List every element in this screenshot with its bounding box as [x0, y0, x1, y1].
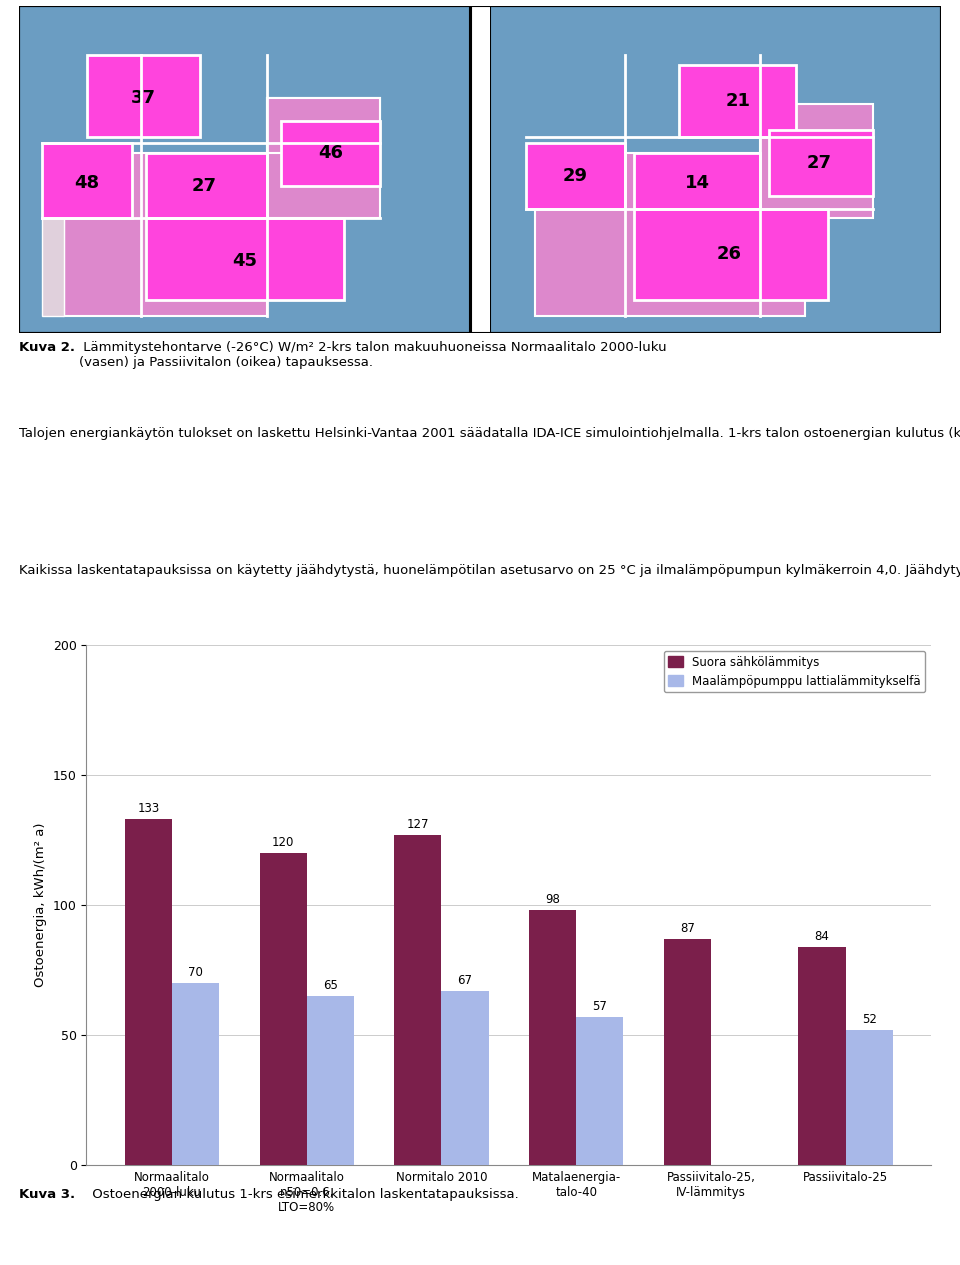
- Polygon shape: [42, 153, 64, 316]
- Text: Kaikissa laskentatapauksissa on käytetty jäähdytystä, huonelämpötilan asetusarvo: Kaikissa laskentatapauksissa on käytetty…: [19, 564, 960, 577]
- Bar: [576, 1017, 623, 1165]
- Text: 67: 67: [458, 974, 472, 987]
- Polygon shape: [535, 104, 874, 316]
- Bar: [395, 835, 442, 1165]
- Text: 84: 84: [815, 930, 829, 942]
- Bar: [306, 996, 354, 1165]
- Bar: [172, 983, 219, 1165]
- Polygon shape: [267, 97, 380, 153]
- Text: 37: 37: [131, 89, 156, 106]
- Text: 120: 120: [272, 836, 295, 849]
- Text: 52: 52: [862, 1013, 876, 1026]
- Text: 29: 29: [563, 167, 588, 185]
- Polygon shape: [64, 97, 380, 316]
- Bar: [125, 820, 172, 1165]
- Text: 87: 87: [680, 922, 695, 935]
- Text: 27: 27: [192, 177, 217, 195]
- Polygon shape: [769, 130, 874, 196]
- Polygon shape: [679, 65, 797, 137]
- Text: Ostoenergian kulutus 1-krs esimerkkitalon laskentatapauksissa.: Ostoenergian kulutus 1-krs esimerkkitalo…: [88, 1188, 519, 1200]
- Text: Lämmitystehontarve (-26°C) W/m² 2-krs talon makuuhuoneissa Normaalitalo 2000-luk: Lämmitystehontarve (-26°C) W/m² 2-krs ta…: [79, 342, 667, 369]
- Polygon shape: [42, 143, 132, 219]
- Bar: [529, 911, 576, 1165]
- Text: 133: 133: [137, 802, 159, 816]
- Text: 21: 21: [725, 92, 751, 110]
- Polygon shape: [146, 219, 344, 300]
- Bar: [442, 990, 489, 1165]
- Bar: [799, 946, 846, 1165]
- Polygon shape: [634, 209, 828, 300]
- Polygon shape: [86, 56, 200, 137]
- Text: 26: 26: [716, 245, 741, 263]
- Text: 57: 57: [592, 999, 607, 1013]
- Text: Kuva 3.: Kuva 3.: [19, 1188, 75, 1200]
- Polygon shape: [281, 120, 380, 186]
- Text: Kuva 2.: Kuva 2.: [19, 342, 75, 354]
- Bar: [846, 1030, 893, 1165]
- Polygon shape: [526, 143, 625, 209]
- Text: 65: 65: [323, 979, 338, 992]
- Text: 127: 127: [407, 818, 429, 831]
- Text: 46: 46: [318, 144, 343, 162]
- Y-axis label: Ostoenergia, kWh/(m² a): Ostoenergia, kWh/(m² a): [35, 822, 47, 987]
- Text: 14: 14: [684, 173, 709, 191]
- Bar: [259, 853, 306, 1165]
- Text: 48: 48: [74, 173, 100, 191]
- Text: 70: 70: [188, 966, 203, 979]
- Text: 45: 45: [232, 252, 257, 269]
- Legend: Suora sähkölämmitys, Maalämpöpumppu lattialämmitykselfä: Suora sähkölämmitys, Maalämpöpumppu latt…: [663, 651, 925, 692]
- Text: 98: 98: [545, 893, 560, 906]
- Text: 27: 27: [806, 154, 831, 172]
- Bar: [663, 939, 711, 1165]
- Polygon shape: [634, 153, 760, 209]
- Polygon shape: [146, 153, 267, 219]
- Text: Talojen energiankäytön tulokset on laskettu Helsinki-Vantaa 2001 säädatalla IDA-: Talojen energiankäytön tulokset on laske…: [19, 428, 960, 440]
